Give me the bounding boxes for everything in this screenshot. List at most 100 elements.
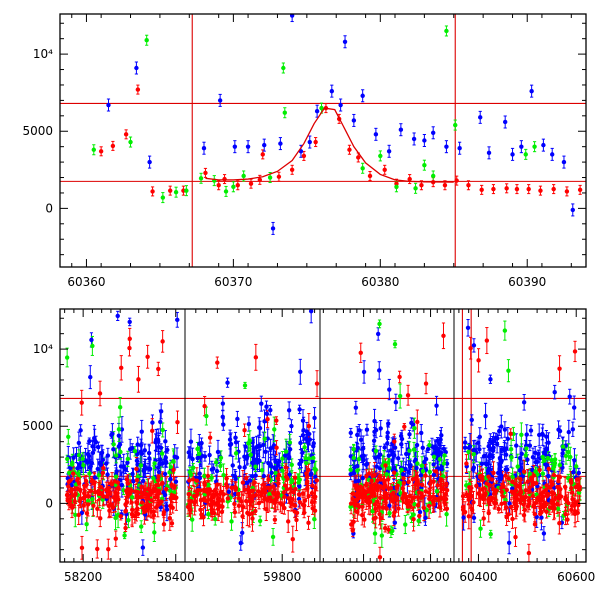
red-data-point <box>479 187 484 193</box>
red-data-point <box>257 177 263 183</box>
red-data-point <box>260 152 265 157</box>
x-tick-label: 60380 <box>361 275 399 289</box>
green-data-point <box>198 176 204 181</box>
red-data-point <box>526 186 531 192</box>
green-data-point <box>523 152 528 157</box>
bottom-reference-lines <box>60 309 586 562</box>
y-tick-label: 5000 <box>22 124 53 138</box>
red-data-point <box>367 173 373 179</box>
blue-data-point <box>245 144 251 149</box>
blue-data-point <box>289 14 295 18</box>
green-data-point <box>430 173 436 179</box>
blue-data-point <box>147 159 152 165</box>
blue-data-point <box>486 150 492 156</box>
red-data-point <box>466 183 471 188</box>
red-data-point <box>382 167 387 173</box>
blue-data-point <box>201 146 207 151</box>
x-tick-label: 60370 <box>214 275 252 289</box>
blue-data-point <box>561 159 567 165</box>
red-data-point <box>289 167 295 173</box>
top-fit-curve <box>205 107 454 183</box>
red-data-point <box>551 186 556 192</box>
green-data-point <box>173 189 179 195</box>
top-plot-frame <box>59 13 587 268</box>
blue-data-point <box>541 142 546 148</box>
green-data-point <box>453 122 458 128</box>
red-data-point <box>577 187 583 193</box>
green-data-point <box>160 195 166 200</box>
blue-data-point <box>351 118 357 123</box>
red-data-point <box>235 183 240 188</box>
blue-data-point <box>478 115 483 120</box>
green-data-point <box>91 147 96 152</box>
blue-data-point <box>307 139 312 145</box>
y-tick-label: 10⁴ <box>33 47 53 61</box>
red-data-point <box>407 176 412 182</box>
green-data-point <box>394 184 399 189</box>
green-data-point <box>532 144 537 149</box>
red-data-point <box>491 186 496 192</box>
red-data-point <box>98 149 104 154</box>
red-data-point <box>394 181 399 186</box>
blue-data-point <box>398 127 404 132</box>
blue-data-point <box>278 141 283 146</box>
green-data-point <box>281 65 286 71</box>
blue-data-point <box>386 149 392 154</box>
green-data-point <box>144 38 149 43</box>
green-data-point <box>231 184 236 189</box>
blue-data-point <box>570 207 575 213</box>
red-data-point <box>203 170 208 176</box>
red-data-point <box>564 189 570 194</box>
red-data-point <box>347 147 352 152</box>
blue-data-point <box>106 102 111 108</box>
blue-data-point <box>217 98 223 103</box>
red-data-point <box>454 178 459 183</box>
red-data-point <box>123 132 129 137</box>
red-data-point <box>356 155 361 160</box>
blue-data-point <box>314 108 320 114</box>
red-data-point <box>216 183 221 188</box>
green-data-point <box>267 175 273 180</box>
red-data-point <box>538 188 543 193</box>
blue-data-point <box>519 144 524 149</box>
blue-data-point <box>262 142 267 148</box>
blue-data-point <box>422 138 427 143</box>
green-data-point <box>378 153 383 159</box>
y-tick-label: 0 <box>45 201 53 215</box>
blue-data-point <box>360 93 365 98</box>
x-tick-label: 60360 <box>67 275 105 289</box>
red-data-point <box>313 139 318 145</box>
model-fit-curve <box>205 107 454 183</box>
blue-data-point <box>502 119 508 125</box>
red-data-point <box>301 153 307 159</box>
blue-data-point <box>342 39 348 44</box>
blue-data-point <box>411 136 417 142</box>
red-data-point <box>442 183 448 188</box>
green-data-point <box>282 110 287 115</box>
blue-data-point <box>373 132 379 137</box>
blue-data-point <box>270 226 276 231</box>
blue-data-point <box>550 152 555 157</box>
x-tick-label: 60390 <box>508 275 546 289</box>
red-data-point <box>150 189 155 194</box>
blue-data-point <box>430 130 436 135</box>
green-data-point <box>223 189 229 194</box>
green-data-point <box>184 188 189 193</box>
green-data-point <box>422 162 427 168</box>
red-data-point <box>419 183 424 188</box>
blue-data-point <box>444 144 449 149</box>
top-error-bars <box>92 14 582 235</box>
red-data-point <box>248 181 254 186</box>
red-data-point <box>276 174 282 179</box>
blue-data-point <box>510 152 515 157</box>
top-reference-lines <box>60 14 586 267</box>
blue-data-point <box>329 88 335 94</box>
red-data-point <box>135 87 141 92</box>
red-data-point <box>110 143 116 149</box>
red-data-point <box>514 186 520 192</box>
red-data-point <box>504 186 509 191</box>
top-data-points <box>91 14 583 231</box>
green-data-point <box>128 139 133 145</box>
top-panel: 0 5000 10⁴ 60360 60370 60380 60390 <box>22 13 587 289</box>
